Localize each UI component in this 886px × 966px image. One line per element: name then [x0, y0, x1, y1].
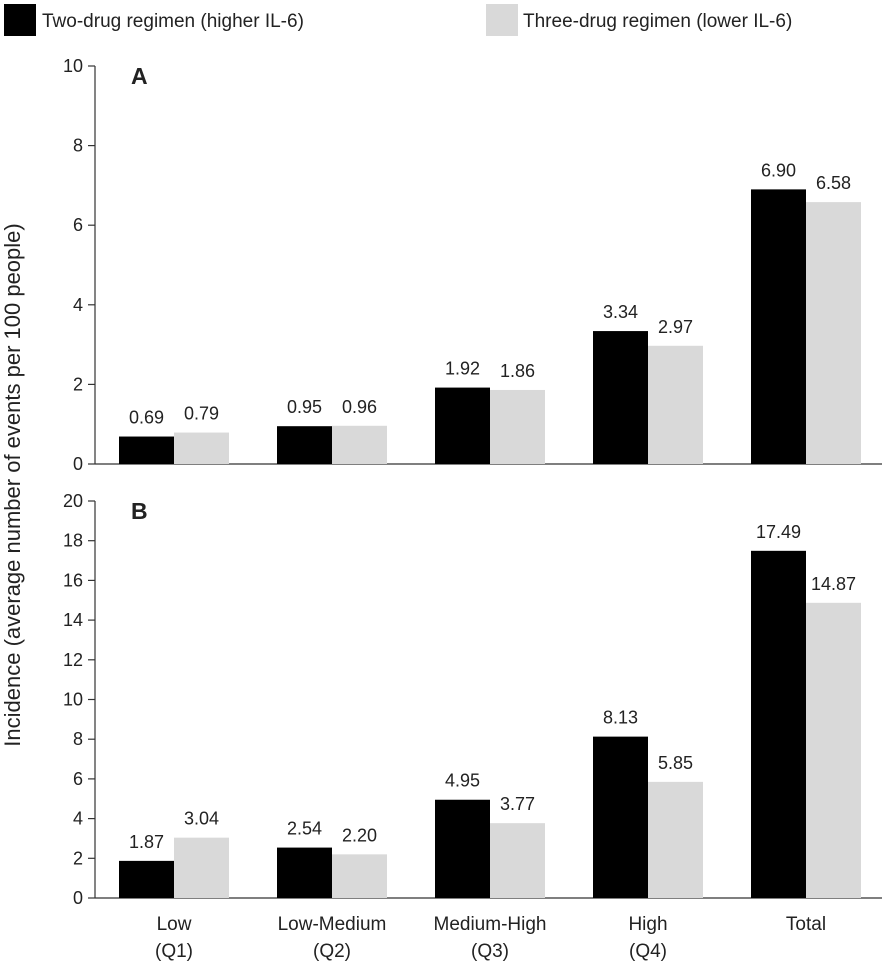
bar — [277, 847, 332, 898]
data-label: 14.87 — [811, 574, 856, 594]
y-tick-label: 10 — [63, 690, 83, 710]
y-tick-label: 16 — [63, 570, 83, 590]
data-label: 4.95 — [445, 771, 480, 791]
bar — [490, 389, 545, 464]
y-tick-label: 4 — [73, 295, 83, 315]
y-tick-label: 10 — [63, 56, 83, 76]
data-label: 2.20 — [342, 825, 377, 845]
bar — [806, 602, 861, 898]
bar — [751, 550, 806, 898]
data-label: 6.58 — [816, 173, 851, 193]
data-label: 3.34 — [603, 302, 638, 322]
data-label: 1.86 — [500, 361, 535, 381]
x-category-sublabel: (Q2) — [313, 941, 351, 962]
x-category-label: Medium-High — [434, 914, 547, 935]
y-tick-label: 6 — [73, 215, 83, 235]
data-label: 0.95 — [287, 397, 322, 417]
bar — [435, 799, 490, 898]
data-label: 2.54 — [287, 819, 322, 839]
y-tick-label: 6 — [73, 769, 83, 789]
bar — [648, 345, 703, 464]
bar — [806, 202, 861, 464]
legend-swatch — [486, 4, 518, 36]
legend-swatch — [4, 4, 36, 36]
y-tick-label: 8 — [73, 729, 83, 749]
y-tick-label: 14 — [63, 610, 83, 630]
data-label: 17.49 — [756, 522, 801, 542]
data-label: 0.79 — [184, 404, 219, 424]
y-tick-label: 0 — [73, 454, 83, 474]
bar — [174, 837, 229, 898]
panel-a: 0 2 4 6 8 10 A 0.69 0.95 1.92 3.34 6.90 0.79 0.96 1.86… — [63, 56, 882, 474]
legend: Two-drug regimen (higher IL-6) Three-drug… — [4, 4, 792, 36]
data-label: 3.04 — [184, 809, 219, 829]
panel-letter: A — [131, 63, 148, 89]
y-axis-title: Incidence (average number of events per … — [0, 223, 25, 746]
bar — [119, 436, 174, 464]
bar — [435, 387, 490, 464]
bar — [332, 425, 387, 464]
legend-label: Three-drug regimen (lower IL-6) — [523, 11, 792, 32]
x-category-label: Low-Medium — [278, 914, 387, 935]
y-tick-label: 8 — [73, 136, 83, 156]
y-tick-label: 12 — [63, 650, 83, 670]
data-label: 6.90 — [761, 160, 796, 180]
data-label: 0.96 — [342, 397, 377, 417]
data-label: 8.13 — [603, 708, 638, 728]
bar — [332, 854, 387, 898]
y-tick-label: 0 — [73, 888, 83, 908]
data-label: 5.85 — [658, 753, 693, 773]
data-label: 0.69 — [129, 408, 164, 428]
data-label: 3.77 — [500, 794, 535, 814]
panel-b: 0 2 4 6 8 10 12 14 16 18 20 B 1.87 2.54 4.95 8.13 17.49 3… — [63, 491, 882, 908]
data-label: 2.97 — [658, 317, 693, 337]
y-tick-label: 20 — [63, 491, 83, 511]
legend-label: Two-drug regimen (higher IL-6) — [42, 11, 304, 32]
y-tick-label: 2 — [73, 848, 83, 868]
x-category-label: High — [628, 914, 667, 935]
x-category-label: Total — [786, 914, 826, 935]
bar — [593, 331, 648, 464]
bar — [174, 432, 229, 464]
data-label: 1.92 — [445, 359, 480, 379]
y-tick-label: 4 — [73, 809, 83, 829]
y-tick-label: 18 — [63, 531, 83, 551]
panel-letter: B — [131, 498, 148, 524]
y-tick-label: 2 — [73, 374, 83, 394]
bar — [277, 426, 332, 464]
bar — [119, 860, 174, 898]
x-axis-categories: Low (Q1) Low-Medium (Q2) Medium-High (Q3) High… — [155, 914, 826, 962]
bar — [751, 189, 806, 464]
x-category-label: Low — [157, 914, 192, 935]
x-category-sublabel: (Q3) — [471, 941, 509, 962]
bar — [490, 823, 545, 898]
bar — [593, 736, 648, 898]
x-category-sublabel: (Q4) — [629, 941, 667, 962]
bar — [648, 781, 703, 898]
data-label: 1.87 — [129, 832, 164, 852]
x-category-sublabel: (Q1) — [155, 941, 193, 962]
